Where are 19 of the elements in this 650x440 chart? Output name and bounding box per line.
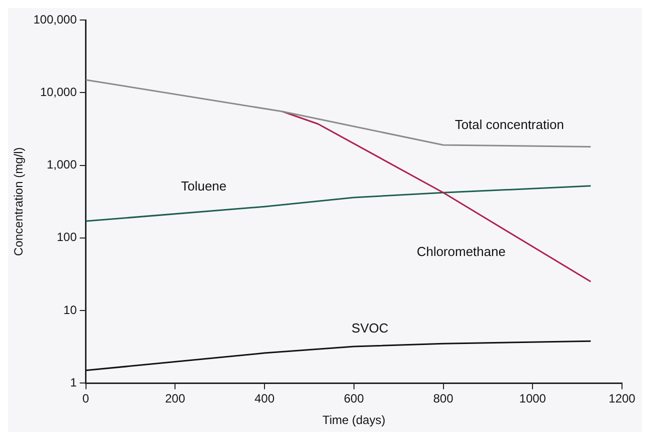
x-tick-label: 600 [344,392,364,406]
y-axis-title: Concentration (mg/l) [12,147,26,256]
y-tick-label: 10 [63,302,78,317]
x-axis-title: Time (days) [322,413,386,428]
x-tick-label: 800 [433,392,454,406]
x-tick-label: 1000 [519,392,546,406]
x-tick-label: 0 [82,392,90,406]
y-tick-label: 100,000 [33,12,78,26]
x-tick-label: 200 [165,392,186,406]
y-tick-label: 10,000 [40,84,78,99]
series-label: Chloromethane [416,244,506,260]
series-label: Toluene [180,178,227,194]
x-tick-label: 400 [254,392,275,406]
y-tick-label: 1 [70,376,78,390]
x-tick-label: 1200 [608,392,636,406]
y-tick-label: 1,000 [46,158,78,172]
y-tick-label: 100 [56,230,78,244]
series-label: SVOC [352,320,388,336]
series-label: Total concentration [454,116,564,132]
